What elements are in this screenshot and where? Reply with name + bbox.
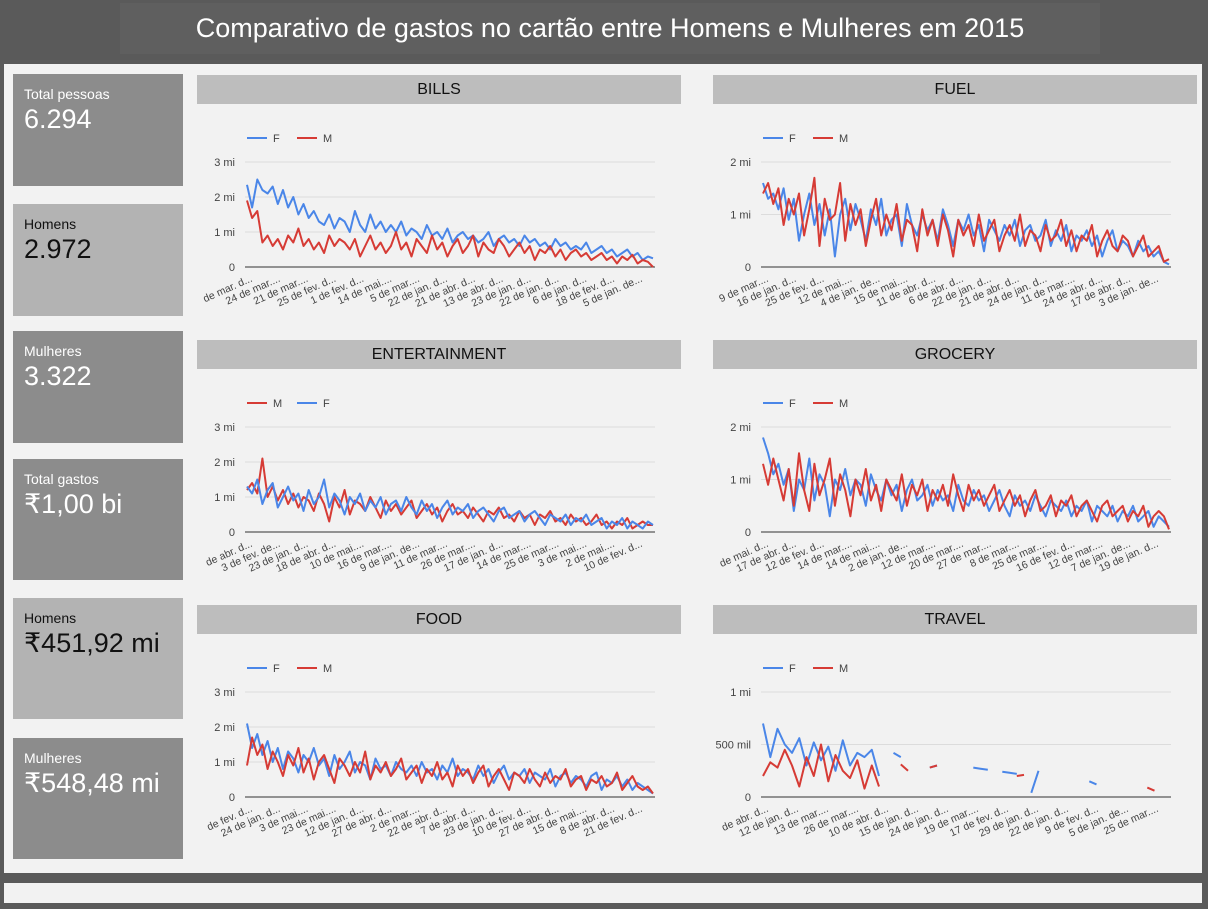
- series-line-M: [246, 200, 654, 268]
- stat-label: Total pessoas: [24, 86, 110, 102]
- stat-value: ₹1,00 bi: [24, 489, 123, 519]
- y-tick-label: 3 mi: [214, 687, 235, 699]
- series-line-M: [762, 452, 1170, 530]
- legend-label: M: [323, 133, 332, 145]
- stat-value: ₹548,48 mi: [24, 768, 160, 798]
- stat-mulheres-gastos: Mulheres ₹548,48 mi: [13, 738, 183, 859]
- chart-title: BILLS: [197, 75, 681, 104]
- chart-title: FUEL: [713, 75, 1197, 104]
- y-tick-label: 2 mi: [730, 157, 751, 169]
- chart-title: GROCERY: [713, 340, 1197, 369]
- y-tick-label: 1 mi: [214, 492, 235, 504]
- y-tick-label: 2 mi: [214, 457, 235, 469]
- dashboard-title: Comparativo de gastos no cartão entre Ho…: [120, 3, 1100, 54]
- legend-label: M: [273, 398, 282, 410]
- stat-label: Mulheres: [24, 750, 82, 766]
- legend-label: F: [323, 398, 330, 410]
- y-tick-label: 1 mi: [214, 757, 235, 769]
- chart-title: TRAVEL: [713, 605, 1197, 634]
- series-line-F: [246, 178, 654, 261]
- legend-label: F: [789, 133, 796, 145]
- chart-title: ENTERTAINMENT: [197, 340, 681, 369]
- stat-value: 2.972: [24, 234, 92, 264]
- chart-plot: 01 mi2 mi3 miF Mde fev. d...24 de jan. d.…: [205, 663, 655, 840]
- legend-label: M: [839, 663, 848, 675]
- y-tick-label: 2 mi: [214, 722, 235, 734]
- y-tick-label: 500 mil: [716, 740, 751, 752]
- stat-value: 3.322: [24, 361, 92, 391]
- legend-label: F: [273, 133, 280, 145]
- stat-label: Homens: [24, 216, 77, 232]
- y-tick-label: 3 mi: [214, 422, 235, 434]
- y-tick-label: 0: [229, 262, 235, 274]
- y-tick-label: 2 mi: [214, 192, 235, 204]
- y-tick-label: 1 mi: [730, 210, 751, 222]
- legend-label: F: [789, 663, 796, 675]
- y-tick-label: 1 mi: [730, 475, 751, 487]
- series-line-M: [763, 745, 1169, 795]
- y-tick-label: 0: [229, 792, 235, 804]
- stat-value: ₹451,92 mi: [24, 628, 160, 658]
- stat-value: 6.294: [24, 104, 92, 134]
- y-tick-label: 0: [745, 527, 751, 539]
- right-frame: [1202, 64, 1208, 909]
- bottom-edge: [0, 903, 1208, 909]
- left-frame: [0, 64, 4, 909]
- series-line-F: [762, 182, 1170, 266]
- chart-title: FOOD: [197, 605, 681, 634]
- stat-total-pessoas: Total pessoas 6.294: [13, 74, 183, 186]
- stat-total-gastos: Total gastos ₹1,00 bi: [13, 459, 183, 580]
- bottom-frame: [0, 873, 1208, 883]
- stat-label: Homens: [24, 610, 77, 626]
- y-tick-label: 1 mi: [214, 227, 235, 239]
- y-tick-label: 0: [745, 262, 751, 274]
- legend-label: F: [273, 663, 280, 675]
- series-line-F: [246, 478, 654, 530]
- legend-label: M: [839, 398, 848, 410]
- stat-label: Total gastos: [24, 471, 99, 487]
- series-line-M: [762, 176, 1170, 263]
- stat-homens: Homens 2.972: [13, 204, 183, 316]
- y-tick-label: 3 mi: [214, 157, 235, 169]
- y-tick-label: 0: [745, 792, 751, 804]
- stat-mulheres: Mulheres 3.322: [13, 331, 183, 443]
- chart-plot: 01 mi2 mi3 miF Mde mar. d...24 de mar....…: [201, 133, 655, 310]
- y-tick-label: 2 mi: [730, 422, 751, 434]
- legend-label: M: [839, 133, 848, 145]
- legend-label: F: [789, 398, 796, 410]
- chart-plot: 01 mi2 miF M9 de mar....16 de jan. d...25…: [717, 133, 1171, 310]
- chart-plot: 01 mi2 miF Mde mai. d...17 de abr. d...12…: [718, 398, 1171, 575]
- y-tick-label: 0: [229, 527, 235, 539]
- stat-homens-gastos: Homens ₹451,92 mi: [13, 598, 183, 719]
- legend-label: M: [323, 663, 332, 675]
- chart-plot: 01 mi2 mi3 miM Fde abr. d...3 de fev. de.…: [204, 398, 655, 575]
- y-tick-label: 1 mi: [730, 687, 751, 699]
- series-line-M: [246, 736, 654, 795]
- stat-label: Mulheres: [24, 343, 82, 359]
